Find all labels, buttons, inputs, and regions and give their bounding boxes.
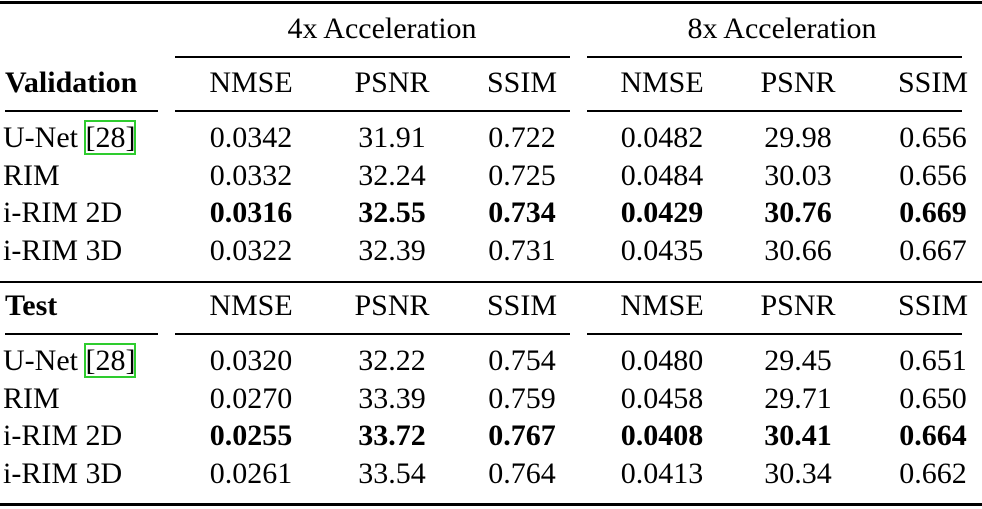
cell: 0.0435 (620, 234, 704, 268)
row-name: i-RIM 2D (3, 419, 123, 453)
rule (5, 110, 158, 112)
group-header: 4x Acceleration (287, 12, 477, 45)
cell: 0.0316 (209, 196, 293, 230)
column-header: PSNR (354, 66, 430, 99)
row-label: i-RIM 3D (3, 456, 122, 492)
cell: 0.0482 (620, 121, 704, 154)
cell: 33.39 (358, 381, 426, 415)
row-name: i-RIM 2D (3, 196, 123, 230)
row-label: i-RIM 3D (3, 233, 122, 269)
cell: 0.725 (488, 158, 556, 192)
cell: 0.0342 (209, 121, 293, 154)
cell: 32.24 (358, 158, 426, 192)
section-title: Test (5, 289, 58, 322)
cell: 33.54 (358, 457, 426, 491)
row-name: i-RIM 3D (3, 457, 123, 491)
row-label: RIM (3, 158, 60, 194)
row-name: U-Net (3, 121, 78, 154)
row-name: RIM (3, 158, 60, 192)
cell: 0.651 (899, 344, 967, 377)
rule (0, 503, 982, 506)
cell: 30.76 (764, 196, 832, 230)
column-header: SSIM (486, 289, 558, 322)
cell: 0.0429 (620, 196, 704, 230)
cell: 30.41 (764, 419, 832, 453)
rule (0, 1, 982, 4)
cell: 0.0322 (209, 234, 293, 268)
cell: 0.0484 (620, 158, 704, 192)
cell: 0.656 (899, 121, 967, 154)
rule (0, 281, 982, 283)
cell: 0.656 (899, 158, 967, 192)
cell: 0.0408 (620, 419, 704, 453)
cell: 0.0332 (209, 158, 293, 192)
column-header: SSIM (486, 66, 558, 99)
cell: 30.03 (764, 158, 832, 192)
cell: 0.662 (899, 457, 967, 491)
column-header: SSIM (897, 66, 969, 99)
cell: 0.759 (488, 381, 556, 415)
column-header: PSNR (760, 66, 836, 99)
rule (587, 333, 962, 335)
cell: 30.34 (764, 457, 832, 491)
row-name: i-RIM 3D (3, 234, 123, 268)
cell: 32.39 (358, 234, 426, 268)
cell: 0.0270 (209, 381, 293, 415)
cell: 0.0320 (209, 344, 293, 377)
row-label: U-Net [28] (3, 120, 137, 156)
cell: 0.764 (488, 457, 556, 491)
rule (175, 333, 570, 335)
column-header: PSNR (354, 289, 430, 322)
row-name: RIM (3, 381, 60, 415)
cell: 0.722 (488, 121, 556, 154)
citation: [28] (84, 343, 137, 378)
cell: 30.66 (764, 234, 832, 268)
row-label: i-RIM 2D (3, 195, 122, 231)
rule (175, 110, 570, 112)
cell: 0.0458 (620, 381, 704, 415)
row-label: i-RIM 2D (3, 418, 122, 454)
group-header: 8x Acceleration (687, 12, 877, 45)
cell: 0.754 (488, 344, 556, 377)
cell: 0.669 (899, 196, 967, 230)
cell: 0.767 (488, 419, 556, 453)
column-header: NMSE (209, 289, 293, 322)
cell: 0.0261 (209, 457, 293, 491)
rule (175, 56, 570, 58)
column-header: NMSE (620, 66, 704, 99)
citation: [28] (84, 120, 137, 155)
cell: 31.91 (358, 121, 426, 154)
rule (587, 56, 962, 58)
cell: 0.731 (488, 234, 556, 268)
row-label: RIM (3, 381, 60, 417)
rule (587, 110, 962, 112)
cell: 33.72 (358, 419, 426, 453)
column-header: NMSE (620, 289, 704, 322)
cell: 0.734 (488, 196, 556, 230)
cell: 32.55 (358, 196, 426, 230)
cell: 0.0413 (620, 457, 704, 491)
column-header: SSIM (897, 289, 969, 322)
column-header: PSNR (760, 289, 836, 322)
column-header: NMSE (209, 66, 293, 99)
rule (5, 333, 158, 335)
cell: 29.45 (764, 344, 832, 377)
cell: 0.664 (899, 419, 967, 453)
cell: 29.98 (764, 121, 832, 154)
cell: 32.22 (358, 344, 426, 377)
cell: 0.650 (899, 381, 967, 415)
row-name: U-Net (3, 344, 78, 377)
cell: 0.667 (899, 234, 967, 268)
cell: 0.0255 (209, 419, 293, 453)
section-title: Validation (5, 66, 138, 99)
cell: 29.71 (764, 381, 832, 415)
row-label: U-Net [28] (3, 343, 137, 379)
cell: 0.0480 (620, 344, 704, 377)
